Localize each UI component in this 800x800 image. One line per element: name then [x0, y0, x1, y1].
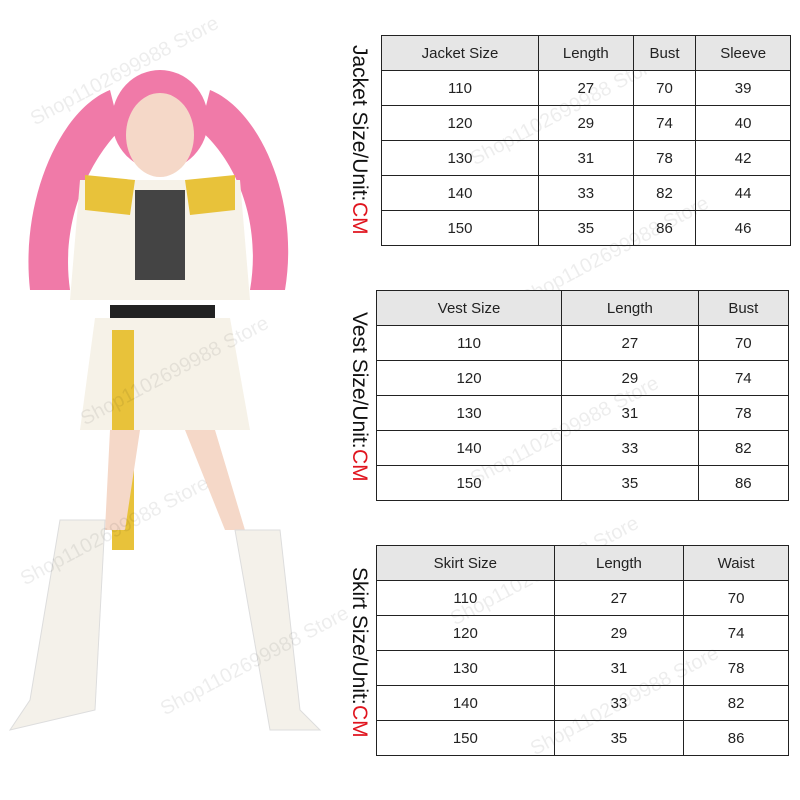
- boots: [8, 519, 322, 731]
- table-cell: 150: [381, 210, 539, 246]
- table-cell: 110: [376, 580, 555, 616]
- column-header: Length: [553, 545, 685, 581]
- table-cell: 33: [553, 685, 685, 721]
- legs: [105, 430, 245, 530]
- table-cell: 140: [376, 685, 555, 721]
- table-cell: 120: [376, 615, 555, 651]
- table-cell: 86: [683, 720, 789, 756]
- table-row: 130 31 78 42: [381, 140, 791, 176]
- table-row: 110 27 70: [375, 325, 790, 361]
- header-row: Jacket Size Length Bust Sleeve: [381, 35, 791, 71]
- table-cell: 70: [697, 325, 790, 361]
- skirt-size-label: Skirt Size/Unit: CM: [348, 566, 371, 738]
- model-photo: [8, 70, 322, 731]
- jacket-size-label: Jacket Size/Unit: CM: [348, 45, 371, 235]
- table-row: 120 29 74: [376, 615, 789, 651]
- table-cell: 110: [381, 70, 539, 106]
- table-cell: 140: [375, 430, 563, 466]
- table-cell: 35: [561, 465, 699, 501]
- table-row: 140 33 82 44: [381, 175, 791, 211]
- table-row: 150 35 86: [375, 465, 790, 501]
- table-cell: 82: [683, 685, 789, 721]
- table-cell: 74: [683, 615, 789, 651]
- table-row: 110 27 70 39: [381, 70, 791, 106]
- table-row: 130 31 78: [375, 395, 790, 431]
- column-header: Waist: [683, 545, 789, 581]
- column-header: Jacket Size: [381, 35, 539, 71]
- table-cell: 74: [697, 360, 790, 396]
- table-cell: 35: [553, 720, 685, 756]
- table-cell: 33: [537, 175, 634, 211]
- face: [126, 93, 194, 177]
- column-header: Bust: [632, 35, 697, 71]
- table-cell: 29: [537, 105, 634, 141]
- table-cell: 110: [375, 325, 563, 361]
- table-cell: 31: [553, 650, 685, 686]
- table-cell: 35: [537, 210, 634, 246]
- epaulettes: [85, 175, 235, 215]
- table-cell: 78: [697, 395, 790, 431]
- table-cell: 27: [553, 580, 685, 616]
- table-cell: 70: [683, 580, 789, 616]
- vest-size-table: Vest Size Length Bust 110 27 70 120 29 74 130 31 78…: [375, 290, 790, 501]
- table-cell: 39: [695, 70, 791, 106]
- table-cell: 120: [381, 105, 539, 141]
- table-row: 140 33 82: [376, 685, 789, 721]
- table-cell: 78: [683, 650, 789, 686]
- table-cell: 46: [695, 210, 791, 246]
- table-row: 140 33 82: [375, 430, 790, 466]
- table-row: 130 31 78: [376, 650, 789, 686]
- table-row: 150 35 86: [376, 720, 789, 756]
- column-header: Bust: [697, 290, 790, 326]
- column-header: Vest Size: [375, 290, 563, 326]
- table-cell: 150: [376, 720, 555, 756]
- skirt: [80, 318, 250, 430]
- table-cell: 130: [375, 395, 563, 431]
- table-cell: 44: [695, 175, 791, 211]
- header-row: Skirt Size Length Waist: [376, 545, 789, 581]
- column-header: Skirt Size: [376, 545, 555, 581]
- vest: [135, 190, 185, 280]
- table-cell: 82: [697, 430, 790, 466]
- table-cell: 120: [375, 360, 563, 396]
- table-cell: 130: [381, 140, 539, 176]
- jacket-size-table: Jacket Size Length Bust Sleeve 110 27 70 39 120 2…: [381, 35, 791, 246]
- table-row: 110 27 70: [376, 580, 789, 616]
- table-row: 150 35 86 46: [381, 210, 791, 246]
- table-cell: 140: [381, 175, 539, 211]
- table-cell: 86: [632, 210, 697, 246]
- table-cell: 74: [632, 105, 697, 141]
- column-header: Length: [537, 35, 634, 71]
- table-cell: 31: [561, 395, 699, 431]
- table-cell: 150: [375, 465, 563, 501]
- table-cell: 27: [537, 70, 634, 106]
- table-cell: 70: [632, 70, 697, 106]
- vest-size-label: Vest Size/Unit: CM: [348, 312, 371, 482]
- skirt-size-table: Skirt Size Length Waist 110 27 70 120 29 74 130 31…: [376, 545, 789, 756]
- table-cell: 29: [561, 360, 699, 396]
- header-row: Vest Size Length Bust: [375, 290, 790, 326]
- table-cell: 130: [376, 650, 555, 686]
- table-row: 120 29 74: [375, 360, 790, 396]
- table-cell: 29: [553, 615, 685, 651]
- belt: [110, 305, 215, 319]
- table-cell: 42: [695, 140, 791, 176]
- column-header: Length: [561, 290, 699, 326]
- table-cell: 40: [695, 105, 791, 141]
- table-cell: 31: [537, 140, 634, 176]
- table-cell: 78: [632, 140, 697, 176]
- table-row: 120 29 74 40: [381, 105, 791, 141]
- table-cell: 82: [632, 175, 697, 211]
- column-header: Sleeve: [695, 35, 791, 71]
- table-cell: 33: [561, 430, 699, 466]
- table-cell: 86: [697, 465, 790, 501]
- table-cell: 27: [561, 325, 699, 361]
